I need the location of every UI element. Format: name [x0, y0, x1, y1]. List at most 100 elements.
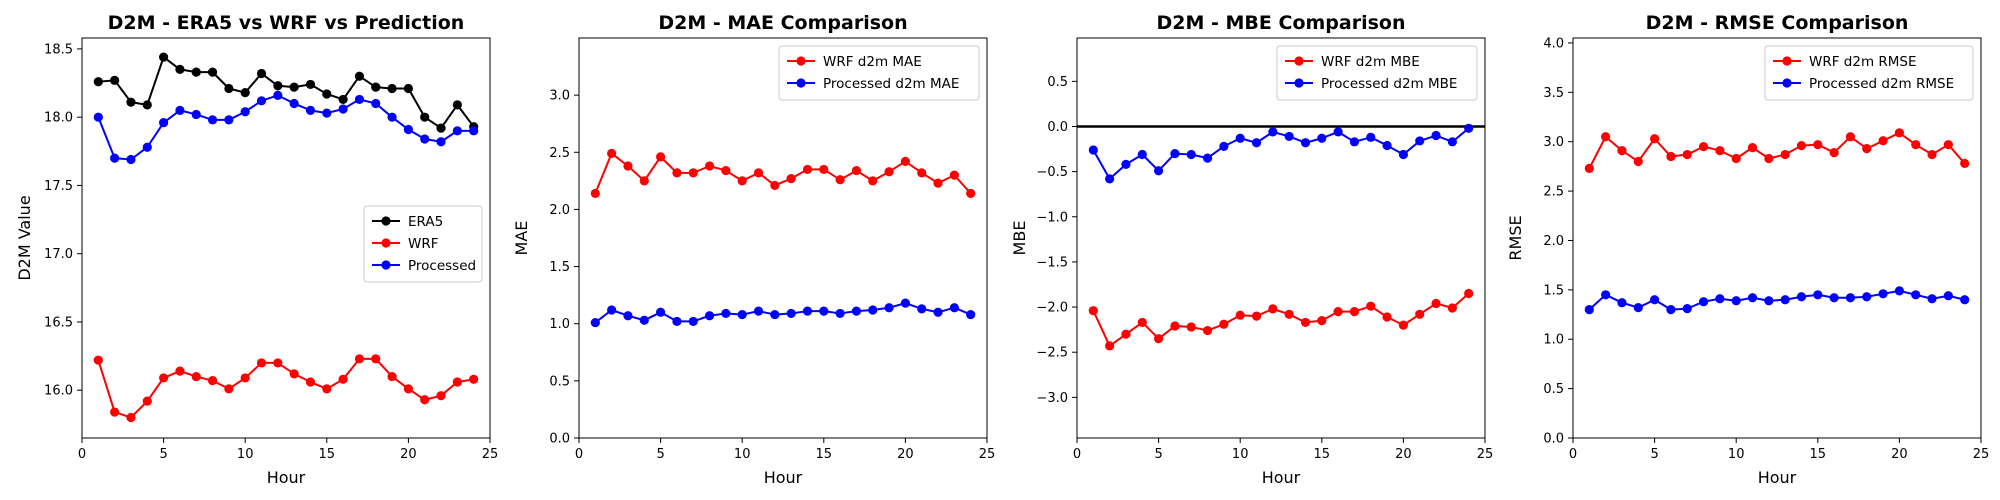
- data-point: [469, 126, 479, 136]
- legend-marker: [1294, 56, 1304, 66]
- data-point: [305, 377, 316, 387]
- data-point: [175, 105, 185, 115]
- data-point: [1633, 303, 1643, 313]
- y-tick-label: 3.0: [549, 89, 570, 104]
- data-point: [721, 308, 731, 319]
- data-point: [688, 168, 698, 178]
- data-point: [1796, 292, 1807, 302]
- y-tick-label: 0.5: [1543, 382, 1564, 397]
- data-point: [224, 384, 234, 394]
- data-point: [1431, 298, 1441, 309]
- data-point: [1731, 153, 1741, 164]
- data-point: [452, 377, 462, 387]
- data-point: [753, 168, 764, 178]
- data-point: [224, 83, 234, 94]
- data-point: [191, 67, 201, 77]
- data-point: [1633, 156, 1643, 167]
- data-point: [240, 373, 250, 383]
- chart-title: D2M - ERA5 vs WRF vs Prediction: [108, 12, 465, 34]
- data-point: [142, 396, 152, 406]
- data-point: [338, 374, 348, 384]
- data-point: [1366, 132, 1376, 142]
- chart-title: D2M - MAE Comparison: [658, 12, 907, 34]
- data-point: [851, 165, 862, 176]
- data-point: [1747, 293, 1758, 303]
- data-point: [1382, 140, 1392, 151]
- data-point: [159, 52, 169, 62]
- x-tick-label: 25: [979, 447, 996, 462]
- y-tick-label: 4.0: [1543, 36, 1564, 51]
- x-axis-label: Hour: [1758, 468, 1797, 487]
- data-point: [93, 77, 103, 87]
- data-point: [966, 188, 976, 199]
- y-tick-label: 2.0: [549, 203, 570, 218]
- data-point: [623, 311, 633, 321]
- legend-marker: [1782, 78, 1792, 88]
- data-point: [1780, 295, 1790, 305]
- data-point: [1584, 163, 1594, 173]
- x-axis-label: Hour: [764, 468, 803, 487]
- series-line: [594, 152, 972, 195]
- data-point: [1447, 303, 1457, 313]
- data-point: [1650, 295, 1660, 305]
- data-point: [1235, 310, 1245, 320]
- chart-2: D2M - MAE Comparison Hour MAE 0 5 10 15 20 25 0.0…: [512, 12, 995, 487]
- data-point: [191, 109, 201, 120]
- data-point: [1268, 127, 1278, 137]
- x-tick-label: 0: [1569, 447, 1577, 462]
- data-point: [1780, 149, 1790, 160]
- data-point: [721, 165, 731, 176]
- data-point: [256, 358, 267, 368]
- data-point: [354, 94, 365, 105]
- legend-box: [1276, 45, 1478, 101]
- data-point: [305, 79, 316, 90]
- data-point: [1121, 329, 1131, 339]
- data-point: [737, 309, 747, 320]
- data-point: [1105, 341, 1115, 351]
- plot-frame: [1572, 37, 1982, 439]
- legend-label: Processed d2m MBE: [1321, 76, 1457, 92]
- legend-marker: [796, 78, 806, 88]
- data-point: [1943, 291, 1953, 301]
- data-point: [224, 115, 234, 125]
- data-point: [704, 311, 715, 321]
- legend-box: [363, 205, 483, 283]
- series-wrf-d2m-mae: [590, 148, 976, 199]
- data-point: [590, 188, 600, 199]
- data-point: [354, 354, 365, 364]
- data-point: [240, 88, 250, 98]
- data-point: [338, 104, 348, 114]
- y-tick-label: 3.5: [1543, 86, 1564, 101]
- data-point: [1960, 158, 1970, 169]
- data-point: [1154, 166, 1164, 176]
- data-point: [819, 306, 829, 316]
- series-line: [1092, 292, 1470, 347]
- y-tick-label: −1.5: [1036, 255, 1068, 270]
- data-point: [656, 152, 666, 162]
- data-point: [1650, 134, 1660, 144]
- data-point: [436, 123, 446, 133]
- y-tick-label: −1.0: [1036, 210, 1068, 225]
- data-point: [1349, 137, 1360, 147]
- data-point: [786, 308, 796, 319]
- data-point: [1202, 153, 1213, 163]
- data-point: [590, 317, 600, 328]
- x-tick-label: 10: [237, 447, 254, 462]
- data-point: [1464, 288, 1474, 299]
- x-tick-label: 25: [1477, 447, 1494, 462]
- data-point: [1862, 144, 1872, 154]
- legend-box: [1764, 45, 1974, 101]
- x-tick-label: 25: [482, 447, 499, 462]
- series-processed-d2m-mbe: [1088, 123, 1474, 184]
- data-point: [126, 97, 136, 107]
- data-point: [387, 371, 397, 382]
- y-tick-label: 0.5: [549, 374, 570, 389]
- y-tick-label: 16.5: [44, 315, 73, 330]
- data-point: [688, 316, 698, 327]
- data-point: [159, 373, 169, 383]
- data-point: [704, 161, 715, 171]
- y-tick-label: −2.5: [1036, 346, 1068, 361]
- x-tick-label: 20: [897, 447, 914, 462]
- data-point: [175, 366, 185, 376]
